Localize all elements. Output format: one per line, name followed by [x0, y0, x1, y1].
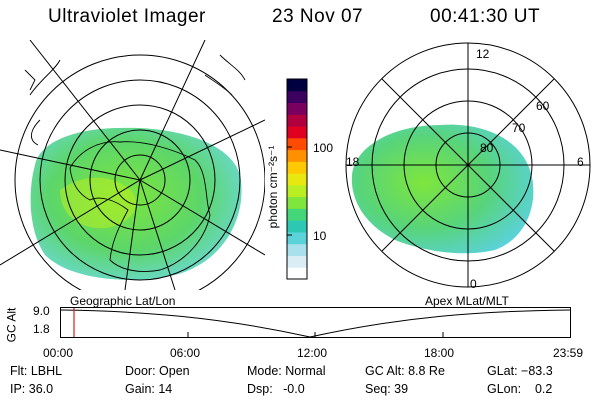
mlat-label-80: 80 — [480, 141, 494, 155]
instrument-title: Ultraviolet Imager — [48, 6, 206, 27]
x-tick-0000: 00:00 — [43, 346, 74, 360]
colorbar-stripe — [287, 220, 307, 233]
colorbar-stripe — [287, 161, 307, 174]
colorbar-stripe — [287, 255, 307, 268]
x-tick-1200: 12:00 — [297, 346, 328, 360]
gc-alt-axis-label: GC Alt — [4, 307, 19, 343]
mlt-label-12: 12 — [476, 47, 490, 61]
colorbar-unit-label: photon cm⁻²s⁻¹ — [266, 145, 280, 229]
colorbar-stripe — [287, 173, 307, 186]
colorbar-stripe — [287, 184, 307, 198]
colorbar-stripe — [287, 90, 307, 104]
gc-alt-y-bottom: 1.8 — [33, 322, 50, 336]
status-gain: Gain: 14 — [125, 382, 173, 396]
status-mode: Mode: Normal — [247, 364, 326, 378]
colorbar-tick-100: 100 — [313, 141, 334, 155]
x-tick-0600: 06:00 — [170, 346, 201, 360]
colorbar-stripe — [287, 79, 307, 92]
status-ip: IP: 36.0 — [10, 382, 54, 396]
status-gc-alt: GC Alt: 8.8 Re — [365, 364, 445, 378]
colorbar-stripe — [287, 149, 307, 162]
altitude-curve — [60, 309, 571, 338]
colorbar-stripe — [287, 196, 307, 209]
colorbar-stripe — [287, 126, 307, 139]
altitude-plot — [60, 307, 571, 338]
geographic-label: Geographic Lat/Lon — [70, 294, 176, 308]
gc-alt-y-top: 9.0 — [33, 304, 50, 318]
mlt-label-18: 18 — [346, 155, 360, 169]
colorbar-stripe — [287, 267, 307, 280]
status-seq: Seq: 39 — [365, 382, 409, 396]
x-tick-1800: 18:00 — [424, 346, 455, 360]
colorbar-stripe — [287, 114, 307, 127]
mlat-label-70: 70 — [512, 121, 526, 135]
date-label: 23 Nov 07 — [272, 6, 364, 27]
colorbar-tick-10: 10 — [313, 229, 327, 243]
x-tick-2359: 23:59 — [553, 346, 584, 360]
colorbar-stripe — [287, 137, 307, 151]
mlt-label-0: 0 — [470, 277, 477, 290]
status-door: Door: Open — [125, 364, 190, 378]
colorbar — [286, 78, 308, 280]
colorbar-stripe — [287, 231, 307, 245]
mlat-label-60: 60 — [536, 99, 550, 113]
colorbar-stripe — [287, 208, 307, 221]
magnetic-label: Apex MLat/MLT — [425, 294, 509, 308]
time-label: 00:41:30 UT — [430, 6, 541, 27]
geographic-image — [0, 40, 265, 290]
status-filter: Flt: LBHL — [10, 364, 63, 378]
status-dsp: Dsp: -0.0 — [247, 382, 305, 396]
emission-region — [351, 124, 534, 254]
mlt-label-6: 6 — [577, 155, 584, 169]
status-glon: GLon: 0.2 — [487, 382, 553, 396]
emission-region — [30, 127, 242, 280]
status-glat: GLat: −83.3 — [487, 364, 553, 378]
magnetic-image: 12 18 6 0 60 70 80 — [345, 42, 591, 290]
colorbar-stripe — [287, 102, 307, 115]
colorbar-stripe — [287, 243, 307, 256]
